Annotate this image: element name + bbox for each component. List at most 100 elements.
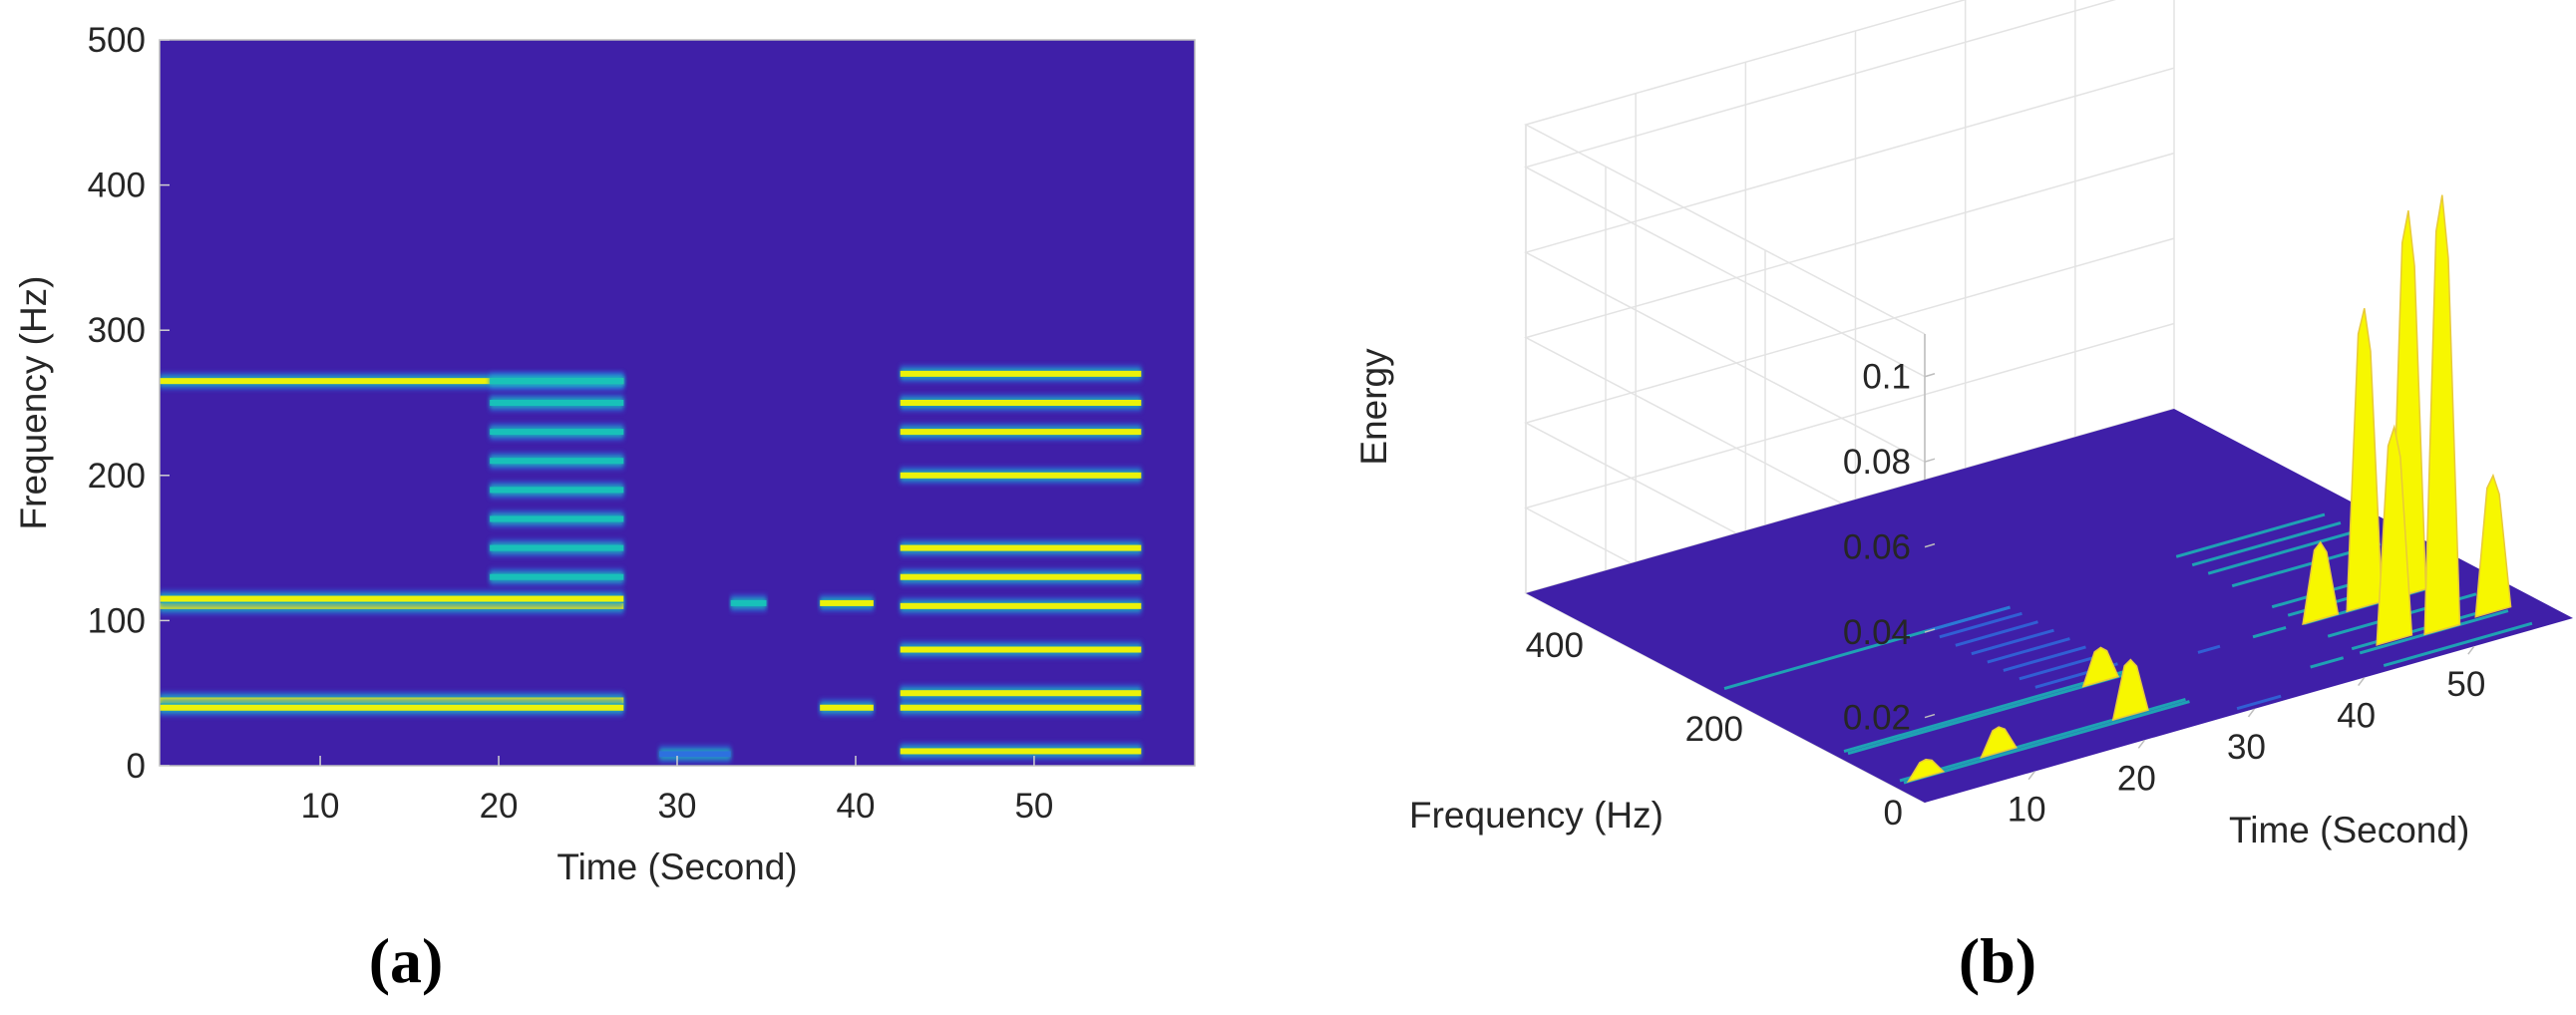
spectrogram-x-tick-label: 40	[836, 787, 875, 826]
energy-surface-panel: 0.02 0.04 0.06 0.08 0.1 0 200 400 10 20 30 40 50 E…	[1353, 0, 2573, 996]
surface-peak	[2346, 308, 2384, 613]
surface-frequency-label: Frequency (Hz)	[1409, 795, 1663, 836]
spectrogram-x-tick-label: 30	[658, 787, 697, 826]
spectrogram-panel: 10 20 30 40 50 0 100 200 300 400 500 Time (Second…	[13, 21, 1196, 996]
spectrogram-band	[900, 370, 1142, 377]
surface-z-tick-mark	[1924, 542, 1936, 548]
spectrogram-y-tick-label: 400	[88, 167, 146, 205]
surface-time-ticks: 10 20 30 40 50	[2008, 645, 2485, 830]
surface-time-tick-label: 10	[2008, 791, 2046, 830]
spectrogram-band	[900, 544, 1142, 551]
surface-ridge	[1927, 605, 2011, 632]
spectrogram-band	[160, 378, 624, 385]
surface-time-tick-mark	[2467, 645, 2475, 655]
surface-grid-line	[1523, 67, 2175, 463]
spectrogram-y-tick-label: 200	[88, 457, 146, 496]
surface-peak	[2423, 194, 2461, 636]
spectrogram-x-tick-label: 10	[301, 787, 340, 826]
spectrogram-band	[900, 690, 1142, 697]
surface-frequency-tick-label: 0	[1884, 794, 1903, 833]
spectrogram-band	[160, 704, 624, 711]
surface-time-label: Time (Second)	[2229, 810, 2469, 850]
spectrogram-band	[730, 599, 767, 606]
surface-z-tick-label: 0.06	[1843, 528, 1911, 567]
spectrogram-x-ticks: 10 20 30 40 50	[301, 756, 1053, 826]
spectrogram-band	[490, 544, 624, 551]
spectrogram-y-tick-label: 100	[88, 601, 146, 640]
surface-peak	[2111, 658, 2149, 722]
spectrogram-band	[900, 573, 1142, 580]
surface-peak	[1906, 758, 1946, 784]
spectrogram-y-tick-label: 300	[88, 311, 146, 350]
surface-ridge	[1843, 668, 2130, 754]
surface-z-tick-label: 0.1	[1862, 358, 1911, 397]
surface-time-tick-mark	[2137, 739, 2145, 749]
surface-ridge	[1971, 628, 2054, 656]
surface-z-ticks: 0.02 0.04 0.06 0.08 0.1	[1843, 358, 1936, 738]
surface-time-tick-mark	[2247, 708, 2256, 718]
surface-ridge	[2252, 625, 2287, 639]
spectrogram-band	[900, 704, 1142, 711]
surface-peak	[2302, 540, 2340, 625]
surface-ridge	[2207, 529, 2358, 575]
spectrogram-band	[490, 378, 624, 385]
surface-floor	[1526, 409, 2573, 803]
spectrogram-band	[490, 400, 624, 406]
spectrogram-band	[900, 472, 1142, 479]
surface-z-tick-label: 0.04	[1843, 613, 1911, 652]
spectrogram-x-tick-label: 50	[1014, 787, 1053, 826]
surface-z-tick-label: 0.02	[1843, 699, 1911, 738]
surface-peak	[1980, 726, 2018, 759]
surface-z-tick-mark	[1924, 373, 1936, 378]
panel-label-a: (a)	[369, 925, 444, 996]
surface-ridge	[2197, 644, 2221, 654]
spectrogram-band	[900, 646, 1142, 653]
surface-time-tick-mark	[2358, 677, 2366, 687]
surface-ridge	[2175, 512, 2326, 558]
spectrogram-y-ticks: 0 100 200 300 400 500	[88, 21, 170, 786]
surface-frequency-ticks: 0 200 400	[1526, 626, 1903, 833]
surface-ridge	[2191, 520, 2342, 567]
surface-ridge	[2003, 645, 2086, 672]
spectrogram-band	[490, 429, 624, 436]
surface-peaks	[1906, 194, 2512, 784]
surface-ridge	[1955, 620, 2038, 647]
surface-z-tick-mark	[1924, 713, 1936, 719]
spectrogram-band	[160, 595, 624, 602]
surface-z-tick-mark	[1924, 458, 1936, 463]
surface-ridge	[1939, 611, 2023, 639]
spectrogram-band	[490, 573, 624, 580]
spectrogram-x-label: Time (Second)	[556, 846, 797, 887]
spectrogram-y-tick-label: 500	[88, 21, 146, 60]
surface-time-tick-label: 30	[2227, 728, 2266, 767]
surface-peak	[2474, 473, 2512, 618]
surface-ridge	[2019, 653, 2102, 681]
surface-ridge	[2236, 694, 2282, 711]
spectrogram-band	[490, 515, 624, 522]
spectrogram-x-tick-label: 20	[480, 787, 519, 826]
surface-frequency-tick-label: 400	[1526, 626, 1584, 665]
surface-ridge	[1987, 637, 2070, 664]
surface-grid-line	[1523, 0, 1967, 335]
spectrogram-y-tick-label: 0	[127, 747, 146, 786]
spectrogram-band	[900, 400, 1142, 406]
spectrogram-band	[900, 429, 1142, 436]
spectrogram-band	[900, 602, 1142, 609]
spectrogram-band	[659, 751, 731, 758]
spectrogram-band	[490, 458, 624, 465]
surface-peak	[2376, 424, 2413, 646]
surface-z-label: Energy	[1353, 348, 1394, 466]
surface-grid-line	[1523, 0, 2116, 378]
surface-ridge	[2310, 656, 2345, 669]
surface-ridge	[1903, 700, 2190, 785]
surface-z-tick-label: 0.08	[1843, 443, 1911, 482]
surface-time-tick-label: 40	[2337, 697, 2376, 736]
spectrogram-y-label: Frequency (Hz)	[13, 276, 54, 530]
surface-time-tick-mark	[2027, 771, 2035, 781]
surface-z-tick-mark	[1924, 628, 1936, 633]
surface-time-tick-label: 20	[2117, 759, 2156, 798]
panel-label-b: (b)	[1959, 925, 2036, 996]
surface-peak	[2081, 646, 2120, 688]
surface-grid-line	[1523, 152, 2175, 548]
surface-frequency-tick-label: 200	[1685, 710, 1743, 749]
